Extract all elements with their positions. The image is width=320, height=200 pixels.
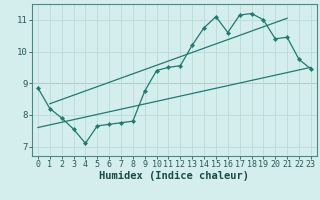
- X-axis label: Humidex (Indice chaleur): Humidex (Indice chaleur): [100, 171, 249, 181]
